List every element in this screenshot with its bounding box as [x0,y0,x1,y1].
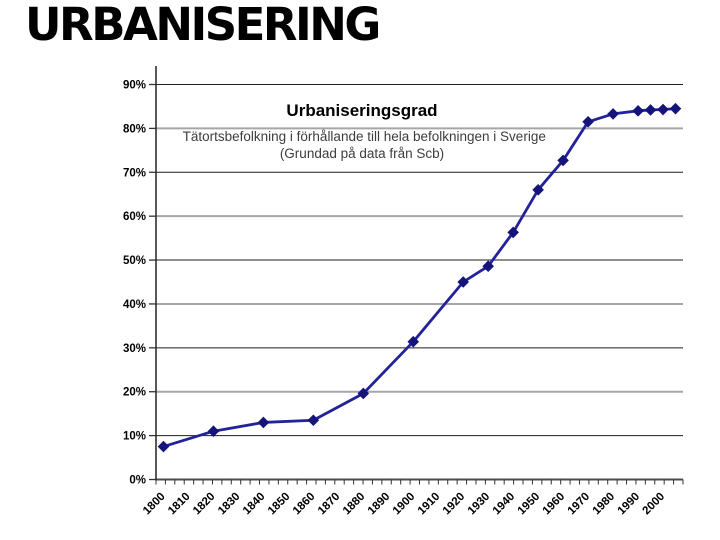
y-axis-label: 50% [123,255,146,267]
y-axis-label: 80% [123,123,146,135]
x-axis-label: 1870 [316,491,343,518]
data-point-marker [457,276,470,288]
y-axis-label: 30% [123,343,146,355]
data-point-marker [582,116,594,128]
data-point-marker [657,103,669,116]
data-point-marker [307,414,320,427]
x-axis-label: 1950 [516,491,543,518]
x-axis-label: 1820 [191,491,218,518]
data-point-marker [357,387,370,400]
data-point-marker [607,108,619,120]
y-axis-label: 40% [123,299,146,311]
data-point-marker [482,260,494,272]
data-point-marker [669,102,682,115]
x-axis-label: 1810 [166,491,193,518]
x-axis-label: 1890 [366,491,393,518]
data-point-marker [407,335,420,348]
data-point-marker [257,416,270,429]
data-point-marker [632,105,644,117]
data-point-marker [532,184,544,196]
x-axis-label: 1960 [541,491,568,518]
data-point-marker [157,440,170,453]
data-point-marker [557,154,569,167]
y-axis-label: 20% [123,387,146,399]
y-axis-label: 90% [123,80,146,92]
x-axis-label: 1940 [491,491,518,518]
data-line-urbaniseringsgrad [162,107,677,448]
x-axis-label: 1880 [341,491,368,518]
x-axis-label: 2000 [641,491,668,518]
x-axis-label: 1850 [266,491,293,518]
y-axis-label: 60% [123,211,146,223]
x-axis-label: 1860 [291,491,318,518]
slide-title: URBANISERING [25,0,381,51]
data-point-marker [207,425,220,438]
x-axis-label: 1900 [391,491,418,518]
y-axis-label: 70% [123,167,146,179]
x-axis-label: 1930 [466,491,493,518]
x-axis-label: 1980 [591,491,618,518]
y-axis-label: 0% [129,475,146,487]
x-axis-label: 1990 [616,491,643,518]
x-axis-label: 1800 [141,491,168,518]
x-axis-label: 1840 [241,491,268,518]
x-axis-label: 1830 [216,491,243,518]
data-point-marker [644,104,657,116]
x-axis-label: 1910 [416,491,443,518]
x-axis-label: 1970 [566,491,593,518]
x-axis-label: 1920 [441,491,468,518]
y-axis-label: 10% [123,431,146,443]
data-point-marker [507,226,519,239]
